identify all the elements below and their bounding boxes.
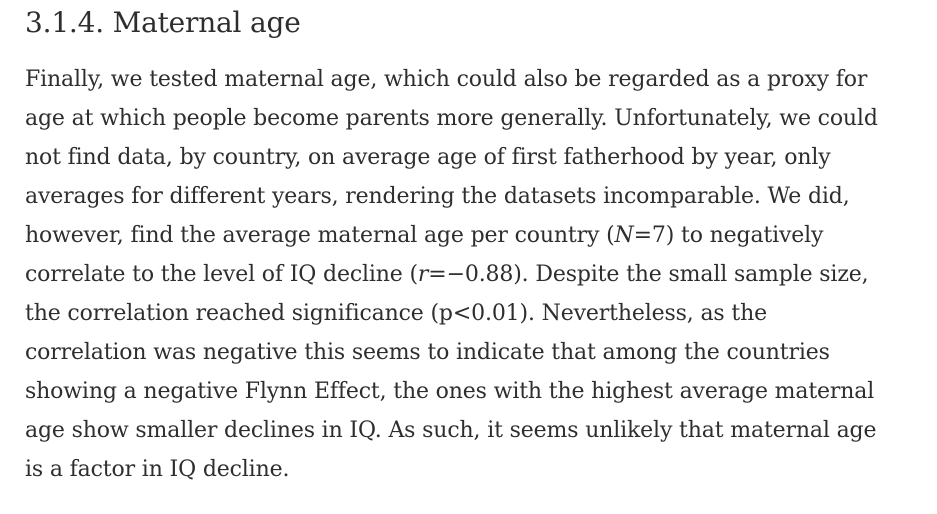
paragraph-line-10: age show smaller declines in IQ. As such… <box>25 418 877 443</box>
paragraph-line-1: Finally, we tested maternal age, which c… <box>25 67 868 92</box>
line-5-text-after: =7) to negatively <box>633 223 824 248</box>
paragraph-line-9: showing a negative Flynn Effect, the one… <box>25 379 875 404</box>
paragraph-line-6: correlate to the level of IQ decline (r=… <box>25 255 910 294</box>
line-5-text-before: however, find the average maternal age p… <box>25 223 615 248</box>
paragraph-line-3: not find data, by country, on average ag… <box>25 145 831 170</box>
paragraph-line-2: age at which people become parents more … <box>25 106 878 131</box>
paragraph-line-7: the correlation reached significance (p<… <box>25 301 767 326</box>
correlation-variable: r <box>417 262 429 287</box>
paragraph-line-4: averages for different years, rendering … <box>25 184 850 209</box>
maternal-age-section: 3.1.4. Maternal age Finally, we tested m… <box>25 4 910 489</box>
line-6-text-after: =−0.88). Despite the small sample size, <box>428 262 869 287</box>
sample-size-variable: N <box>614 223 634 248</box>
paragraph-line-8: correlation was negative this seems to i… <box>25 340 830 365</box>
line-6-text-before: correlate to the level of IQ decline ( <box>25 262 418 287</box>
section-paragraph: Finally, we tested maternal age, which c… <box>25 60 910 489</box>
paragraph-line-5: however, find the average maternal age p… <box>25 216 910 255</box>
section-heading: 3.1.4. Maternal age <box>25 6 301 39</box>
paragraph-line-11: is a factor in IQ decline. <box>25 457 290 482</box>
